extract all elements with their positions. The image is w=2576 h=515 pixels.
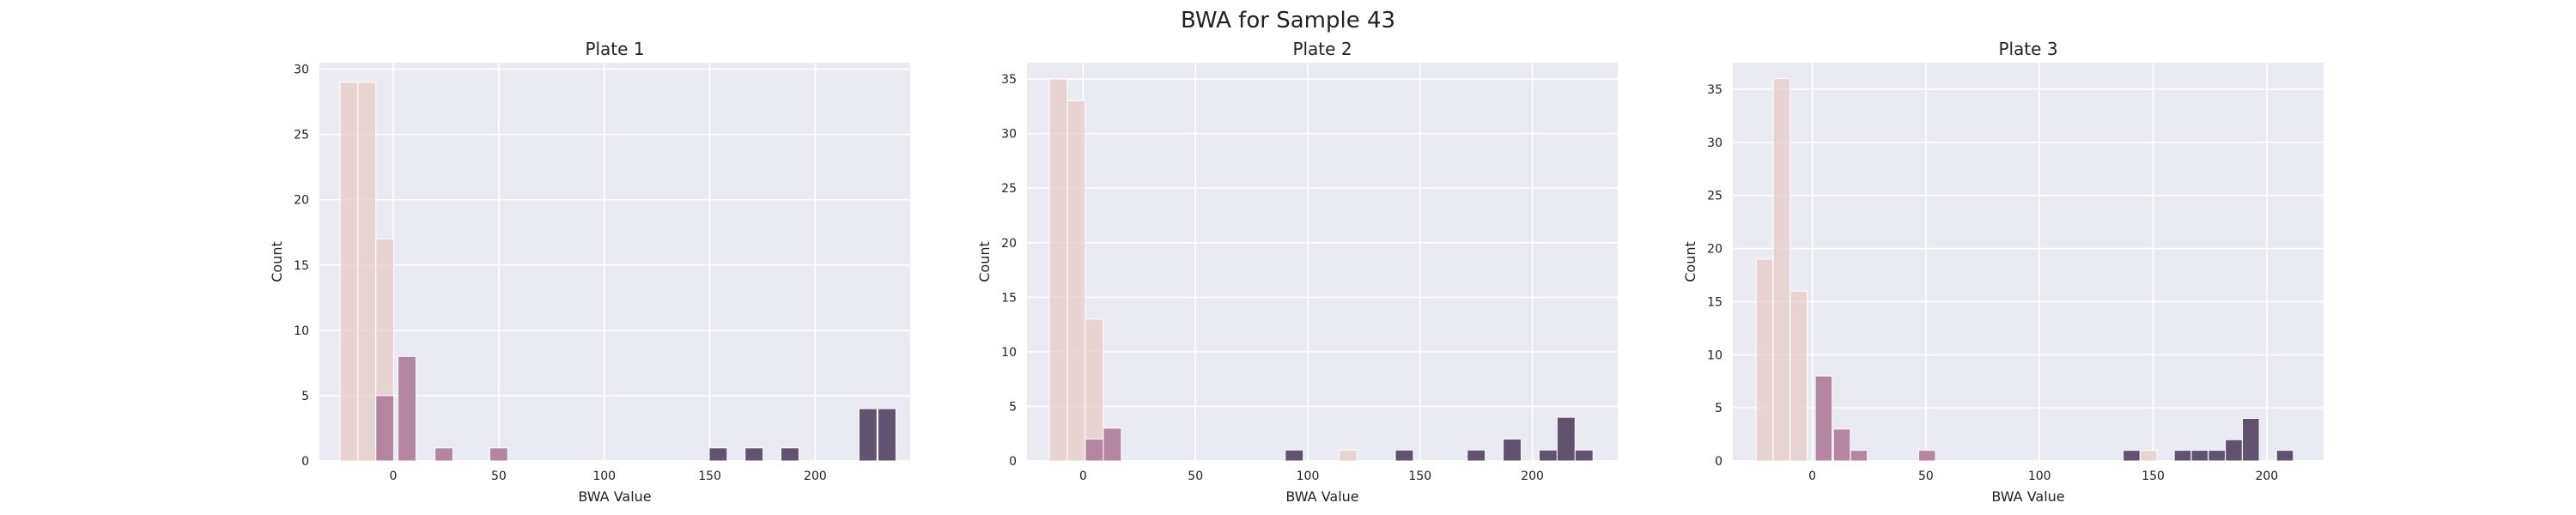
y-tick-label: 35 (1707, 83, 1722, 97)
plot-area (1027, 63, 1618, 461)
histogram-bar (2123, 450, 2141, 462)
y-tick-label: 0 (1715, 455, 1722, 469)
y-tick-label: 5 (1715, 402, 1722, 415)
histogram-bar (858, 408, 878, 462)
histogram-bar (2242, 418, 2260, 462)
histogram-bar (1556, 416, 1576, 462)
x-tick-label: 200 (804, 470, 827, 483)
histogram-bar (375, 395, 395, 462)
x-tick-label: 50 (1918, 470, 1934, 483)
histogram-bar (744, 447, 764, 462)
histogram-bar (1789, 290, 1808, 462)
chart-panel-2: 0 50 100 150 200 0 5 10 15 20 25 30 35 Plate 2 BWA Val… (976, 39, 1618, 505)
x-axis-label: BWA Value (1285, 488, 1358, 505)
y-tick-label: 15 (294, 259, 309, 273)
y-axis-label: Count (976, 241, 993, 282)
figure-title: BWA for Sample 43 (1181, 8, 1395, 33)
x-tick-label: 0 (1079, 470, 1087, 483)
histogram-bar (1814, 375, 1833, 462)
x-tick-label: 150 (1408, 470, 1431, 483)
histogram-bar (1084, 439, 1104, 462)
histogram-bar (1538, 449, 1558, 462)
y-axis-label: Count (269, 241, 285, 282)
y-tick-label: 0 (301, 455, 309, 469)
histogram-bar (1574, 449, 1594, 462)
histogram-bar (708, 447, 728, 462)
histogram-bar (2208, 450, 2226, 462)
y-tick-label: 15 (1001, 291, 1017, 305)
histogram-bar (781, 447, 799, 462)
y-tick-label: 5 (301, 390, 309, 403)
y-tick-label: 25 (1707, 190, 1722, 203)
x-tick-label: 50 (491, 470, 507, 483)
histogram-bar (2225, 439, 2243, 462)
x-tick-label: 100 (2028, 470, 2051, 483)
histogram-bar (1917, 450, 1936, 462)
y-tick-label: 10 (294, 324, 309, 338)
histogram-bar (1066, 100, 1086, 462)
y-axis-label: Count (1682, 241, 1698, 282)
x-tick-label: 200 (2255, 470, 2278, 483)
chart-panel-1: 0 50 100 150 200 0 5 10 15 20 25 30 Plate 1 BWA Value… (269, 39, 910, 505)
histogram-bar (1772, 78, 1791, 462)
histogram-bar (1832, 428, 1851, 462)
y-tick-label: 25 (294, 129, 309, 142)
histogram-bar (1467, 449, 1486, 462)
histogram-bar (2139, 450, 2158, 462)
histogram-bar (2275, 450, 2294, 462)
histogram-bar (1285, 449, 1304, 462)
x-tick-label: 100 (592, 470, 616, 483)
histogram-bar (1755, 258, 1774, 462)
histogram-bar (1503, 439, 1522, 462)
histogram-bar (1850, 450, 1868, 462)
x-tick-label: 150 (698, 470, 721, 483)
y-tick-label: 20 (1001, 237, 1017, 251)
x-tick-label: 0 (1808, 470, 1816, 483)
histogram-bar (489, 447, 508, 462)
x-tick-label: 50 (1188, 470, 1203, 483)
y-tick-label: 5 (1009, 400, 1017, 414)
x-tick-label: 0 (390, 470, 398, 483)
y-tick-label: 20 (1707, 243, 1722, 257)
histogram-bar (1048, 78, 1068, 462)
y-tick-label: 30 (1001, 128, 1017, 142)
y-tick-label: 30 (1707, 136, 1722, 150)
plot-area (319, 63, 910, 461)
y-tick-label: 25 (1001, 182, 1017, 196)
histogram-bar (2173, 450, 2192, 462)
histogram-bar (1394, 449, 1414, 462)
y-tick-label: 20 (294, 194, 309, 208)
x-axis-label: BWA Value (1991, 488, 2064, 505)
histogram-bar (398, 355, 416, 462)
histogram-bar (1103, 427, 1122, 462)
chart-title: Plate 1 (585, 39, 644, 59)
histogram-bar (357, 82, 377, 462)
y-tick-label: 30 (294, 64, 309, 77)
y-tick-label: 10 (1707, 348, 1722, 362)
histogram-bar (434, 447, 453, 462)
chart-title: Plate 2 (1292, 39, 1352, 59)
y-tick-label: 10 (1001, 346, 1017, 360)
y-tick-label: 35 (1001, 73, 1017, 87)
y-tick-label: 15 (1707, 295, 1722, 309)
histogram-bar (878, 408, 896, 462)
chart-panel-3: 0 50 100 150 200 0 5 10 15 20 25 30 35 Plate 3 BWA Val… (1682, 39, 2324, 505)
x-tick-label: 100 (1297, 470, 1320, 483)
chart-title: Plate 3 (1998, 39, 2057, 59)
histogram-bar (1339, 449, 1358, 462)
histogram-bar (2190, 450, 2209, 462)
histogram-bar (339, 82, 359, 462)
x-tick-label: 200 (1521, 470, 1544, 483)
x-axis-label: BWA Value (578, 488, 651, 505)
x-tick-label: 150 (2142, 470, 2165, 483)
y-tick-label: 0 (1009, 455, 1017, 469)
